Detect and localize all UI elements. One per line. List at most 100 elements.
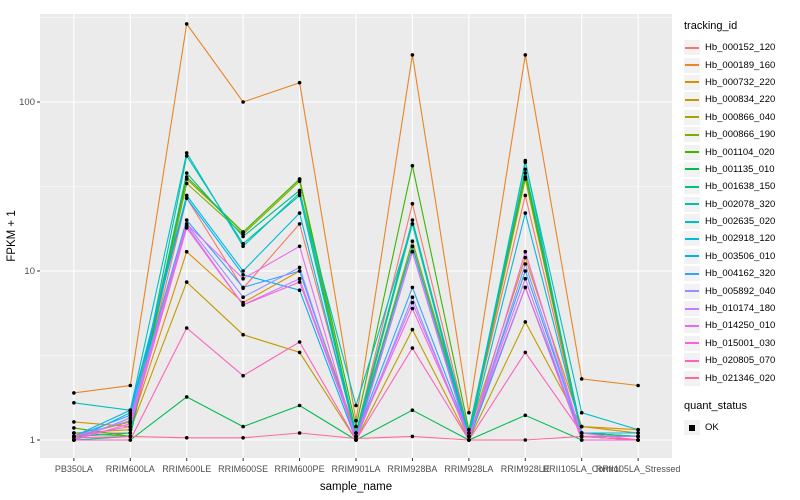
data-point: [636, 431, 640, 435]
data-point: [184, 436, 189, 440]
legend-key-line-icon: [684, 214, 700, 230]
legend-item-label: Hb_001135_010: [705, 163, 775, 175]
data-point: [467, 434, 471, 439]
legend-item-label: Hb_003506_010: [705, 250, 776, 262]
legend-item-label: OK: [705, 422, 719, 433]
legend-item-Hb_005892_040: Hb_005892_040: [684, 282, 800, 299]
legend-key-line-icon: [684, 74, 700, 90]
data-point: [579, 431, 584, 435]
x-axis-title: sample_name: [320, 481, 392, 493]
data-point: [354, 431, 358, 435]
data-point: [523, 211, 528, 215]
legend-title-tracking-id: tracking_id: [684, 20, 738, 32]
legend-item-label: Hb_015001_030: [705, 337, 776, 349]
data-point: [523, 175, 528, 179]
data-point: [410, 408, 415, 413]
data-point: [467, 431, 471, 435]
data-point: [241, 244, 245, 249]
data-point: [579, 438, 584, 442]
legend-item-Hb_001638_150: Hb_001638_150: [684, 178, 800, 195]
data-point: [128, 418, 133, 423]
legend-item-Hb_020805_070: Hb_020805_070: [684, 352, 800, 369]
data-point: [410, 300, 415, 305]
data-point: [297, 403, 302, 408]
legend-item-label: Hb_021346_020: [705, 372, 776, 384]
data-point: [467, 438, 471, 442]
data-point: [467, 427, 471, 432]
data-point: [579, 434, 584, 439]
data-point: [184, 171, 189, 175]
legend-key-line-icon: [684, 196, 700, 212]
data-point: [523, 438, 528, 442]
data-point: [636, 383, 640, 388]
data-point: [297, 288, 302, 293]
data-point: [241, 230, 245, 234]
data-point: [128, 408, 133, 413]
data-point: [184, 226, 189, 230]
data-point: [184, 151, 189, 155]
data-point: [523, 320, 528, 324]
data-point: [297, 193, 302, 198]
data-point: [354, 403, 358, 408]
y-tick-label: 1: [30, 435, 35, 446]
data-point: [523, 285, 528, 290]
data-point: [184, 249, 189, 254]
data-point: [467, 410, 471, 415]
legend-key-line-icon: [684, 144, 700, 160]
data-point: [523, 262, 528, 266]
data-point: [184, 222, 189, 226]
legend-key-line-icon: [684, 283, 700, 299]
data-point: [410, 222, 415, 226]
data-point: [241, 100, 245, 104]
x-tick-label: RRIM928BA: [387, 464, 437, 474]
data-point: [523, 160, 528, 165]
data-point: [297, 431, 302, 435]
legend-item-label: Hb_001638_150: [705, 181, 776, 193]
data-point: [354, 424, 358, 429]
data-point: [128, 434, 133, 439]
x-tick-label: RRIM928LA: [444, 464, 493, 474]
data-point: [410, 327, 415, 332]
legend-key-line-icon: [684, 57, 700, 73]
legend-item-Hb_015001_030: Hb_015001_030: [684, 335, 800, 352]
data-point: [241, 234, 245, 239]
data-point: [523, 171, 528, 175]
data-point: [72, 420, 76, 424]
data-point: [241, 436, 245, 440]
data-point: [72, 431, 76, 435]
legend-item-Hb_000834_220: Hb_000834_220: [684, 91, 800, 108]
data-point: [579, 424, 584, 429]
data-point: [523, 350, 528, 355]
data-point: [579, 377, 584, 381]
data-point: [523, 276, 528, 281]
data-point: [128, 383, 133, 388]
data-point: [241, 332, 245, 337]
legend-item-Hb_001104_020: Hb_001104_020: [684, 143, 800, 160]
data-point: [72, 426, 76, 430]
legend-key-line-icon: [684, 335, 700, 351]
legend-item-Hb_002635_020: Hb_002635_020: [684, 213, 800, 230]
legend-item-Hb_010174_180: Hb_010174_180: [684, 300, 800, 317]
data-point: [297, 276, 302, 281]
data-point: [636, 438, 640, 442]
data-point: [410, 285, 415, 290]
legend-key-line-icon: [684, 127, 700, 143]
legend-item-label: Hb_000866_190: [705, 129, 776, 141]
data-point: [184, 193, 189, 198]
x-tick-label: RRII105LA_Stressed: [596, 464, 681, 474]
x-tick-label: RRIM600SE: [218, 464, 268, 474]
legend-key-line-icon: [684, 353, 700, 369]
data-point: [297, 177, 302, 181]
legend-item-quant-OK: OK: [684, 419, 800, 436]
data-point: [579, 410, 584, 415]
data-point: [128, 421, 133, 426]
legend-item-Hb_002918_120: Hb_002918_120: [684, 230, 800, 247]
data-point: [410, 244, 415, 249]
legend-item-Hb_000152_120: Hb_000152_120: [684, 39, 800, 56]
legend-item-label: Hb_020805_070: [705, 355, 776, 367]
data-point: [410, 53, 415, 57]
data-point: [128, 427, 133, 432]
data-point: [636, 434, 640, 439]
legend-key-line-icon: [684, 266, 700, 282]
